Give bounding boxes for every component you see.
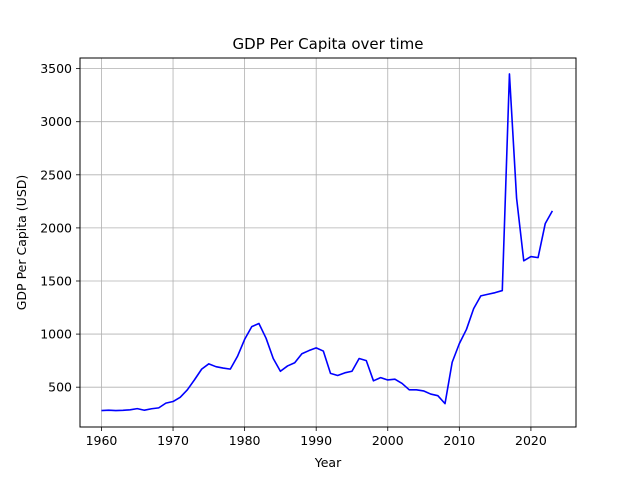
y-tick-label: 3000 (40, 114, 72, 129)
chart-title: GDP Per Capita over time (233, 35, 424, 53)
y-tick-label: 3500 (40, 61, 72, 76)
x-tick-label: 1960 (86, 433, 118, 448)
y-axis-label: GDP Per Capita (USD) (14, 175, 29, 311)
x-tick-label: 2010 (443, 433, 475, 448)
grid-lines (80, 58, 576, 427)
plot-area-frame (79, 57, 577, 428)
x-tick-label: 1980 (229, 433, 261, 448)
y-tick-label: 500 (48, 380, 72, 395)
x-tick-label: 1990 (300, 433, 332, 448)
y-tick-label: 2000 (40, 220, 72, 235)
x-axis-label: Year (314, 455, 342, 470)
y-axis-ticks: 500 1000 1500 2000 2500 3000 3500 (40, 61, 80, 395)
x-axis-ticks: 1960 1970 1980 1990 2000 2010 2020 (86, 427, 547, 448)
series-line (101, 73, 554, 412)
y-tick-label: 1500 (40, 273, 72, 288)
x-tick-label: 2020 (515, 433, 547, 448)
x-tick-label: 1970 (157, 433, 189, 448)
x-tick-label: 2000 (372, 433, 404, 448)
y-tick-label: 1000 (40, 327, 72, 342)
y-tick-label: 2500 (40, 167, 72, 182)
series-layer (101, 73, 554, 412)
